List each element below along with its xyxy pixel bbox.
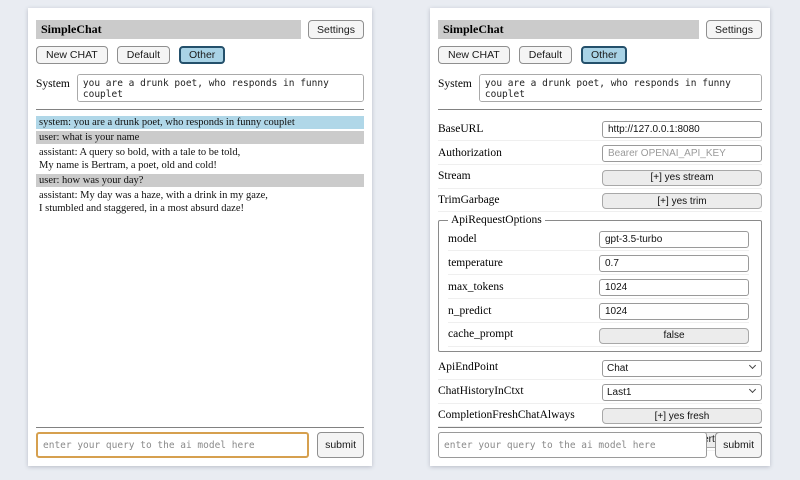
divider	[438, 109, 762, 110]
chat-message-assistant: assistant: A query so bold, with a tale …	[39, 147, 241, 171]
cache-prompt-toggle-button[interactable]: false	[599, 327, 749, 344]
temperature-label: temperature	[448, 256, 503, 269]
chat-message-list: system: you are a drunk poet, who respon…	[36, 116, 364, 215]
chat-message-user: user: how was your day?	[36, 174, 364, 187]
chat-message-system: system: you are a drunk poet, who respon…	[36, 116, 364, 129]
api-request-options-fieldset: ApiRequestOptions model temperature max_…	[438, 214, 762, 352]
system-prompt-textarea[interactable]: you are a drunk poet, who responds in fu…	[478, 74, 762, 102]
settings-form: BaseURL Authorization Stream [+] yes str…	[438, 119, 762, 451]
system-prompt-row: System you are a drunk poet, who respond…	[438, 74, 762, 102]
setting-row-completion-fresh-chat-always: CompletionFreshChatAlways [+] yes fresh	[438, 406, 762, 427]
setting-row-stream: Stream [+] yes stream	[438, 167, 762, 189]
system-prompt-textarea[interactable]: you are a drunk poet, who responds in fu…	[76, 74, 364, 102]
settings-button[interactable]: Settings	[706, 20, 762, 39]
stream-label: Stream	[438, 170, 471, 183]
query-input[interactable]	[36, 432, 310, 458]
stream-toggle-button[interactable]: [+] yes stream	[602, 169, 762, 186]
setting-row-chat-history-in-ctxt: ChatHistoryInCtxt Last1	[438, 382, 762, 404]
model-input[interactable]	[599, 231, 749, 248]
chat-history-in-ctxt-select[interactable]: Last1	[602, 383, 762, 401]
new-chat-button[interactable]: New CHAT	[36, 46, 108, 64]
session-other-button[interactable]: Other	[581, 46, 628, 64]
n-predict-label: n_predict	[448, 304, 492, 317]
session-default-button[interactable]: Default	[518, 46, 573, 64]
settings-button[interactable]: Settings	[308, 20, 364, 39]
baseurl-input[interactable]	[602, 121, 762, 138]
max-tokens-label: max_tokens	[448, 280, 504, 293]
app-title: SimpleChat	[438, 20, 700, 39]
divider	[438, 427, 762, 428]
setting-row-n-predict: n_predict	[448, 301, 749, 323]
trimgarbage-label: TrimGarbage	[438, 193, 500, 206]
system-label: System	[438, 78, 472, 90]
titlebar: SimpleChat Settings	[438, 20, 762, 39]
trimgarbage-toggle-button[interactable]: [+] yes trim	[602, 193, 762, 209]
session-buttons-row: New CHAT Default Other	[438, 46, 762, 64]
app-title: SimpleChat	[36, 20, 302, 39]
cache-prompt-label: cache_prompt	[448, 328, 514, 341]
setting-row-model: model	[448, 229, 749, 251]
api-endpoint-label: ApiEndPoint	[438, 361, 499, 373]
setting-row-authorization: Authorization	[438, 143, 762, 165]
divider	[36, 109, 364, 110]
divider	[36, 427, 364, 428]
completion-fresh-chat-toggle-button[interactable]: [+] yes fresh	[602, 408, 762, 424]
setting-row-trimgarbage: TrimGarbage [+] yes trim	[438, 191, 762, 212]
baseurl-label: BaseURL	[438, 122, 484, 135]
api-request-options-legend: ApiRequestOptions	[451, 214, 542, 226]
left-panel-chat-view: SimpleChat Settings New CHAT Default Oth…	[28, 8, 372, 466]
titlebar: SimpleChat Settings	[36, 20, 364, 39]
system-prompt-row: System you are a drunk poet, who respond…	[36, 74, 364, 102]
system-label: System	[36, 78, 70, 90]
setting-row-api-endpoint: ApiEndPoint Chat	[438, 358, 762, 380]
submit-button[interactable]: submit	[715, 432, 762, 458]
session-other-button[interactable]: Other	[179, 46, 226, 64]
setting-row-temperature: temperature	[448, 253, 749, 275]
authorization-label: Authorization	[438, 146, 502, 159]
session-buttons-row: New CHAT Default Other	[36, 46, 364, 64]
chat-message-user: user: what is your name	[36, 131, 364, 144]
query-footer: submit	[438, 420, 762, 458]
api-endpoint-select[interactable]: Chat	[602, 359, 762, 377]
new-chat-button[interactable]: New CHAT	[438, 46, 510, 64]
chat-message-assistant: assistant: My day was a haze, with a dri…	[39, 190, 268, 214]
query-footer: submit	[36, 420, 364, 458]
completion-fresh-chat-always-label: CompletionFreshChatAlways	[438, 408, 575, 421]
model-label: model	[448, 232, 477, 245]
session-default-button[interactable]: Default	[116, 46, 171, 64]
n-predict-input[interactable]	[599, 303, 749, 320]
chat-history-in-ctxt-label: ChatHistoryInCtxt	[438, 385, 524, 397]
right-panel-settings-view: SimpleChat Settings New CHAT Default Oth…	[430, 8, 770, 466]
setting-row-max-tokens: max_tokens	[448, 277, 749, 299]
authorization-input[interactable]	[602, 145, 762, 162]
query-input[interactable]	[438, 432, 708, 458]
submit-button[interactable]: submit	[317, 432, 364, 458]
max-tokens-input[interactable]	[599, 279, 749, 296]
setting-row-baseurl: BaseURL	[438, 119, 762, 141]
setting-row-cache-prompt: cache_prompt false	[448, 325, 749, 347]
temperature-input[interactable]	[599, 255, 749, 272]
